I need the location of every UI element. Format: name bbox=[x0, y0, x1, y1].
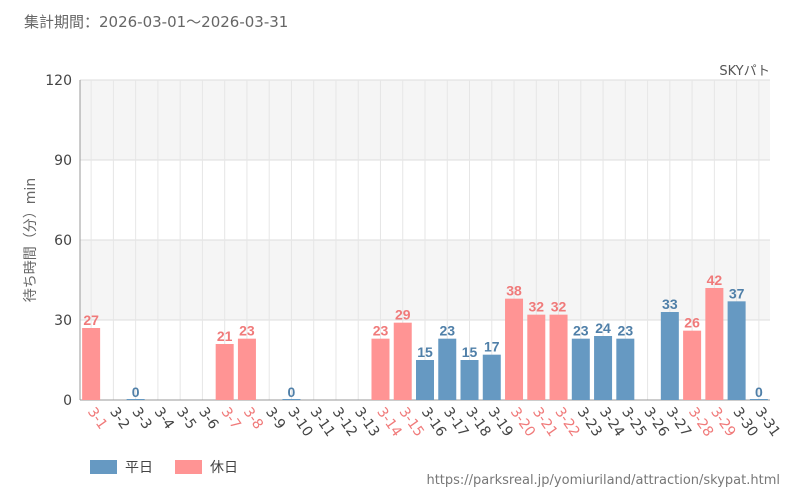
legend-label-weekday: 平日 bbox=[125, 460, 153, 476]
bar bbox=[527, 314, 546, 400]
legend-label-holiday: 休日 bbox=[210, 460, 238, 476]
x-tick-label: 3-4 bbox=[151, 405, 177, 433]
bar bbox=[393, 322, 412, 400]
y-tick-label: 90 bbox=[54, 153, 72, 169]
x-tick-label: 3-9 bbox=[262, 405, 288, 433]
data-label: 15 bbox=[417, 344, 433, 360]
legend-weekday[interactable]: 平日 bbox=[90, 457, 153, 477]
y-tick-label: 120 bbox=[45, 73, 72, 89]
bar bbox=[482, 354, 501, 400]
x-tick-label: 3-2 bbox=[106, 405, 132, 433]
bar bbox=[594, 336, 613, 400]
y-tick-label: 0 bbox=[63, 393, 72, 409]
data-label: 38 bbox=[506, 283, 522, 299]
period-text: 集計期間：2026-03-01～2026-03-31 bbox=[24, 13, 289, 31]
data-label: 24 bbox=[595, 320, 611, 336]
bar bbox=[660, 312, 679, 400]
bar bbox=[215, 344, 234, 400]
bar bbox=[282, 399, 301, 400]
data-label: 29 bbox=[395, 307, 411, 323]
bar bbox=[371, 338, 390, 400]
data-label: 21 bbox=[217, 328, 233, 344]
grid-lines bbox=[79, 79, 770, 401]
bar bbox=[237, 338, 256, 400]
legend-holiday[interactable]: 休日 bbox=[175, 457, 238, 477]
data-label: 37 bbox=[729, 285, 745, 301]
x-tick-label: 3-31 bbox=[752, 405, 783, 440]
x-ticks: 3-13-23-33-43-53-63-73-83-93-103-113-123… bbox=[84, 405, 783, 440]
x-tick-label: 3-7 bbox=[218, 405, 244, 433]
bar bbox=[749, 399, 768, 400]
x-tick-label: 3-3 bbox=[129, 405, 155, 433]
data-label: 42 bbox=[707, 272, 723, 288]
data-label: 23 bbox=[439, 323, 455, 339]
bar bbox=[571, 338, 590, 400]
data-label: 0 bbox=[132, 384, 140, 400]
data-label: 23 bbox=[239, 323, 255, 339]
x-tick-label: 3-5 bbox=[173, 405, 199, 433]
legend-swatch-weekday bbox=[90, 460, 117, 474]
data-label: 23 bbox=[373, 323, 389, 339]
bars bbox=[82, 288, 768, 400]
data-label: 32 bbox=[529, 299, 545, 315]
bar bbox=[727, 301, 746, 400]
bar bbox=[82, 328, 101, 400]
bar bbox=[438, 338, 457, 400]
data-label: 32 bbox=[551, 299, 567, 315]
data-labels: 27 0 21 23 0 23 29 15 23 15 17 38 32 32 23 24 23 33 26 42 37… bbox=[83, 272, 763, 400]
data-label: 15 bbox=[462, 344, 478, 360]
bar bbox=[460, 360, 479, 400]
bar bbox=[616, 338, 635, 400]
y-tick-label: 60 bbox=[54, 233, 72, 249]
data-label: 27 bbox=[83, 312, 99, 328]
bar bbox=[683, 330, 702, 400]
data-label: 0 bbox=[288, 384, 296, 400]
legend-swatch-holiday bbox=[175, 460, 202, 474]
bar bbox=[126, 399, 145, 400]
x-tick-label: 3-8 bbox=[240, 405, 266, 433]
data-label: 0 bbox=[755, 384, 763, 400]
bar bbox=[705, 288, 724, 400]
bar bbox=[416, 360, 434, 400]
bar bbox=[505, 298, 524, 400]
data-label: 26 bbox=[684, 315, 700, 331]
x-tick-label: 3-1 bbox=[84, 405, 110, 433]
data-label: 17 bbox=[484, 339, 500, 355]
x-tick-label: 3-6 bbox=[195, 405, 221, 433]
y-tick-label: 30 bbox=[54, 313, 72, 329]
source-url[interactable]: https://parksreal.jp/yomiuriland/attract… bbox=[426, 473, 780, 488]
bar bbox=[549, 314, 568, 400]
data-label: 33 bbox=[662, 296, 678, 312]
y-ticks: 0 30 60 90 120 bbox=[45, 73, 72, 409]
data-label: 23 bbox=[618, 323, 634, 339]
data-label: 23 bbox=[573, 323, 589, 339]
series-label: SKYパト bbox=[719, 64, 770, 79]
